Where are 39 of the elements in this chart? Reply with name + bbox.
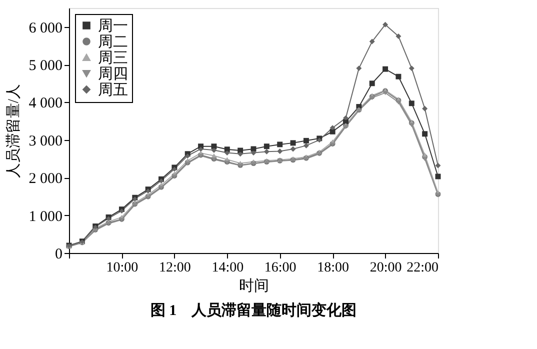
y-tick-label: 6 000 [28, 20, 62, 36]
point [369, 38, 375, 44]
y-tick-label: 4 000 [28, 96, 62, 112]
point [382, 66, 388, 72]
point [264, 148, 270, 154]
legend-label: 周三 [98, 50, 128, 66]
point [277, 148, 283, 154]
x-tick-label: 16:00 [264, 260, 296, 276]
y-tick-label: 5 000 [28, 58, 62, 74]
point [422, 131, 428, 137]
point [435, 162, 441, 168]
point [303, 138, 309, 144]
point [211, 144, 217, 150]
x-tick-label: 20:00 [370, 260, 402, 276]
point [330, 128, 336, 134]
legend-label: 周四 [98, 66, 128, 82]
point [224, 146, 230, 152]
x-tick-label: 22:00 [406, 260, 438, 276]
x-axis-title: 时间 [239, 278, 269, 294]
y-tick-label: 0 [55, 246, 62, 262]
point [408, 66, 414, 72]
point [422, 106, 428, 112]
point [408, 100, 414, 106]
x-tick-label: 14:00 [212, 260, 244, 276]
point [290, 146, 296, 152]
point [264, 144, 270, 150]
legend-label: 周五 [98, 82, 128, 98]
y-tick-label: 1 000 [28, 208, 62, 225]
text: 图 1 人员滞留量随时间变化图 [150, 301, 357, 319]
y-tick-label: 2 000 [28, 171, 62, 188]
y-tick-label: 3 000 [28, 133, 62, 150]
y-axis-title: 人员滞留量/人 [4, 84, 22, 178]
x-tick-label: 10:00 [106, 260, 138, 276]
point [277, 142, 283, 148]
legend-label: 周一 [98, 18, 128, 34]
x-tick-label: 12:00 [158, 260, 191, 276]
legend-label: 周二 [98, 34, 128, 50]
point [238, 148, 244, 154]
x-tick-label: 18:00 [317, 260, 350, 276]
